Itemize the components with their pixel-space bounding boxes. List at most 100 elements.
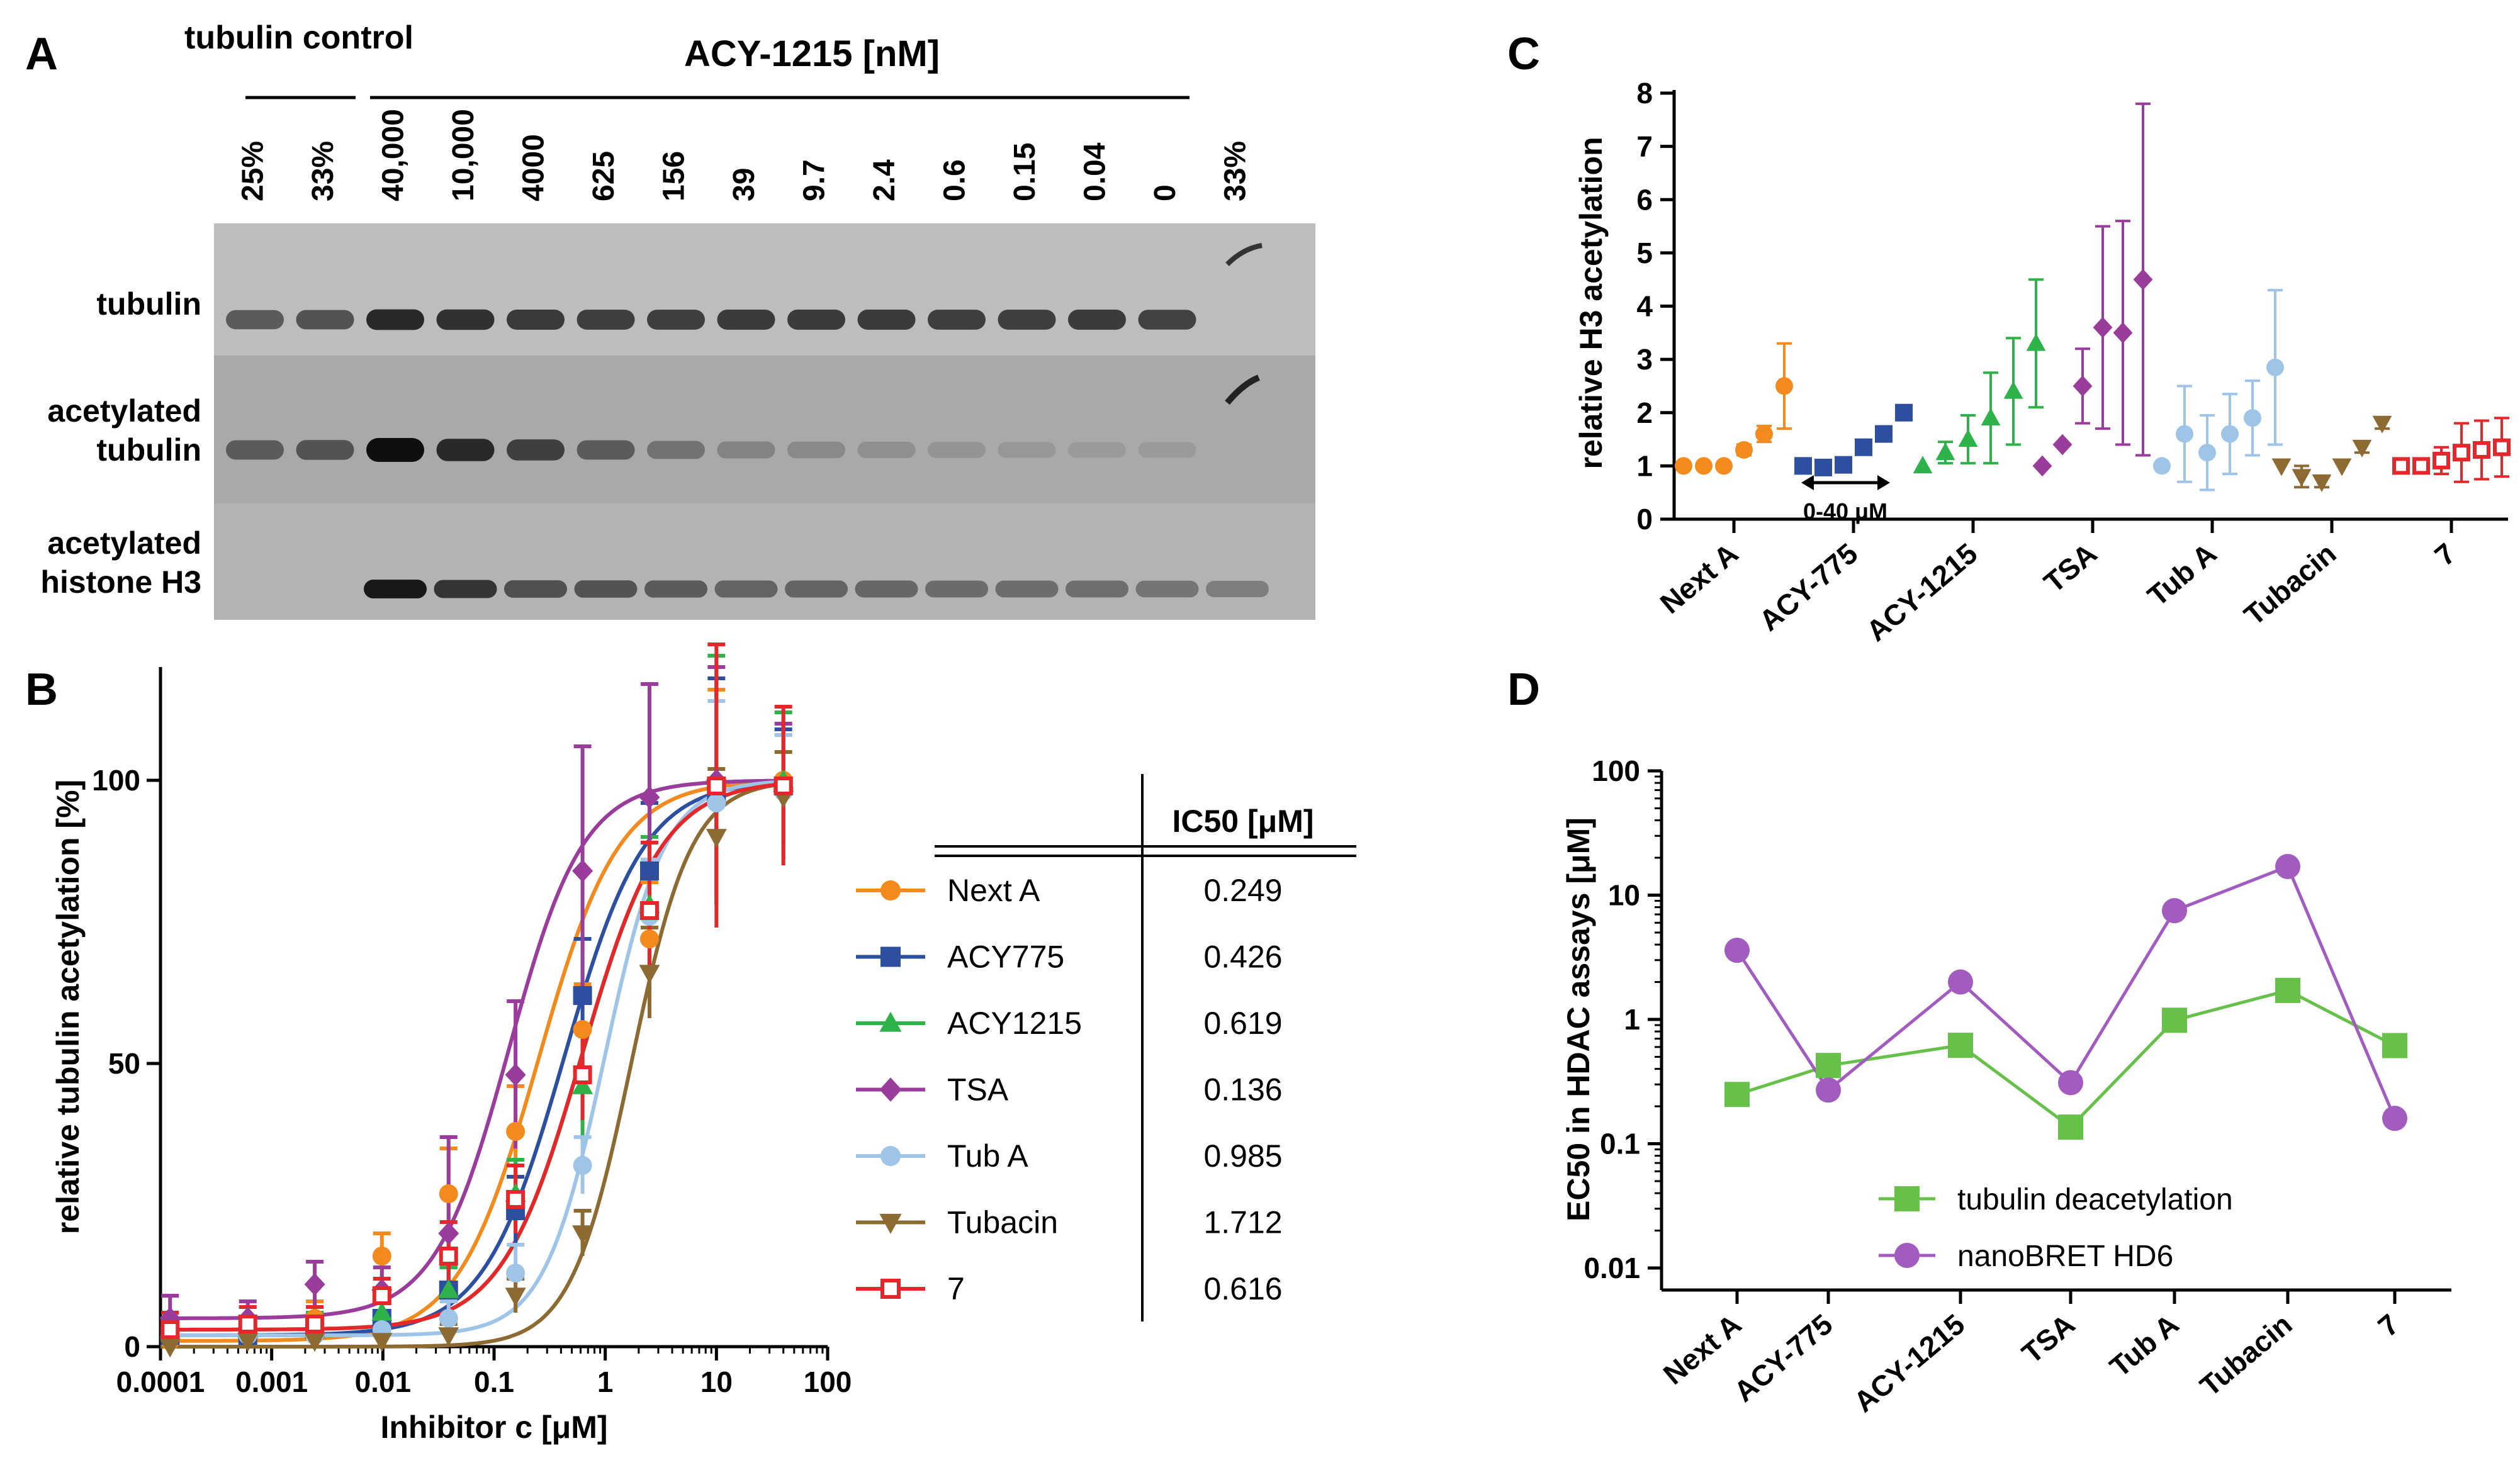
data-point	[707, 777, 726, 795]
data-point	[2453, 444, 2470, 462]
legend-marker	[880, 1146, 901, 1166]
lane-label: 625	[587, 151, 621, 201]
band-h3	[714, 580, 778, 598]
group-label-acy: ACY-1215 [nM]	[684, 33, 940, 74]
band-tubulin	[1068, 310, 1126, 330]
band-tubulin	[1138, 310, 1196, 330]
panel-label-a: A	[25, 29, 58, 79]
data-point	[305, 1315, 325, 1333]
data-point	[639, 786, 660, 809]
data-point	[1816, 1077, 1841, 1103]
table-header: IC50 [μM]	[1172, 804, 1313, 839]
data-point	[1948, 969, 1973, 995]
data-point	[1958, 429, 1978, 447]
y-axis-label: EC50 in HDAC assays [μM]	[1561, 817, 1596, 1221]
band-h3	[785, 580, 848, 598]
data-point	[2058, 1070, 2083, 1096]
band-acetyl-tubulin	[857, 442, 916, 458]
data-point	[1855, 438, 1872, 456]
y-tick-label: 1	[1636, 449, 1653, 482]
data-point	[438, 1222, 459, 1245]
fit-curve	[160, 782, 784, 1332]
dose-response-chart: 0.0001 0.001 0.01 0.1 1 10 100 0 50 100 Inhibitor …	[50, 642, 1356, 1445]
data-point	[505, 1063, 526, 1086]
legend-label: Tub A	[947, 1138, 1028, 1174]
blot-strip-tubulin	[214, 223, 1315, 356]
data-point	[1715, 457, 1733, 475]
data-point	[2162, 1007, 2187, 1033]
band-acetyl-tubulin	[296, 440, 354, 460]
band-h3	[1206, 580, 1269, 598]
legend-label: ACY775	[947, 940, 1064, 975]
data-point	[573, 986, 592, 1005]
data-point	[372, 1286, 391, 1305]
data-point	[2073, 375, 2093, 397]
data-point	[1724, 938, 1750, 963]
x-tick-label: ACY-775	[1753, 537, 1864, 637]
x-tick-label: TSA	[2038, 537, 2103, 599]
fit-curve	[160, 778, 784, 1320]
band-tubulin	[717, 310, 775, 330]
data-point	[438, 1279, 459, 1298]
western-blot-panel: tubulin control ACY-1215 [nM] 25% 33% 40,0…	[40, 20, 1315, 620]
y-tick-label: 4	[1636, 290, 1653, 323]
arrow-head	[1801, 475, 1814, 490]
data-point	[439, 1309, 458, 1328]
ic50-value: 0.136	[1203, 1072, 1282, 1108]
data-point	[238, 1315, 257, 1333]
legend-marker	[880, 1279, 901, 1299]
ic50-value: 0.616	[1203, 1271, 1282, 1306]
data-point	[159, 1338, 181, 1358]
data-point	[2052, 434, 2073, 456]
lane-label: 40,000	[377, 109, 410, 201]
y-tick-label: 100	[1592, 755, 1640, 787]
row-label-line: tubulin	[96, 432, 201, 468]
x-tick-label: 7	[2428, 537, 2461, 572]
data-point	[572, 1075, 593, 1094]
data-point	[2392, 457, 2410, 475]
lane-label: 33%	[307, 141, 340, 201]
blot-strip-h3	[214, 503, 1315, 620]
ic50-value: 1.712	[1203, 1205, 1282, 1240]
row-label-acetylated-tubulin: acetylated tubulin	[47, 393, 201, 468]
band-acetyl-tubulin	[226, 440, 284, 460]
data-point	[304, 1333, 325, 1352]
x-tick-label: Tub A	[2141, 537, 2222, 612]
y-tick-label: 10	[1608, 879, 1640, 912]
data-point	[2244, 409, 2261, 427]
band-acetyl-tubulin	[436, 439, 495, 461]
legend-marker	[880, 946, 901, 967]
data-point	[1875, 425, 1893, 443]
band-tubulin	[998, 310, 1056, 330]
legend-label: nanoBRET HD6	[1957, 1240, 2173, 1273]
x-tick-label: ACY-1215	[1847, 1308, 1971, 1418]
ic50-value: 0.249	[1203, 873, 1282, 908]
x-tick-label: 0.0001	[116, 1366, 205, 1398]
data-point	[2372, 415, 2392, 434]
data-point	[2266, 358, 2284, 376]
y-tick-label: 2	[1636, 396, 1653, 429]
legend-marker	[879, 1077, 902, 1102]
row-label-tubulin: tubulin	[96, 286, 201, 322]
band-tubulin	[436, 309, 495, 330]
band-h3	[434, 580, 497, 598]
arrow-head	[1877, 475, 1890, 490]
data-point	[2473, 440, 2490, 459]
data-point	[160, 1320, 180, 1339]
band-h3	[644, 580, 707, 598]
legend-marker	[1894, 1243, 1920, 1268]
x-axis-label: Inhibitor c [μM]	[380, 1410, 607, 1445]
data-point	[2176, 425, 2193, 443]
panel-label-d: D	[1507, 665, 1540, 715]
y-tick-label: 7	[1636, 130, 1653, 163]
y-tick-label: 8	[1636, 77, 1653, 109]
data-point	[237, 1333, 259, 1352]
data-point	[2162, 898, 2187, 924]
legend-label: Tubacin	[947, 1205, 1058, 1240]
band-h3	[364, 580, 427, 598]
band-tubulin	[647, 310, 705, 330]
data-point	[572, 1225, 593, 1245]
data-point	[1816, 1053, 1841, 1079]
